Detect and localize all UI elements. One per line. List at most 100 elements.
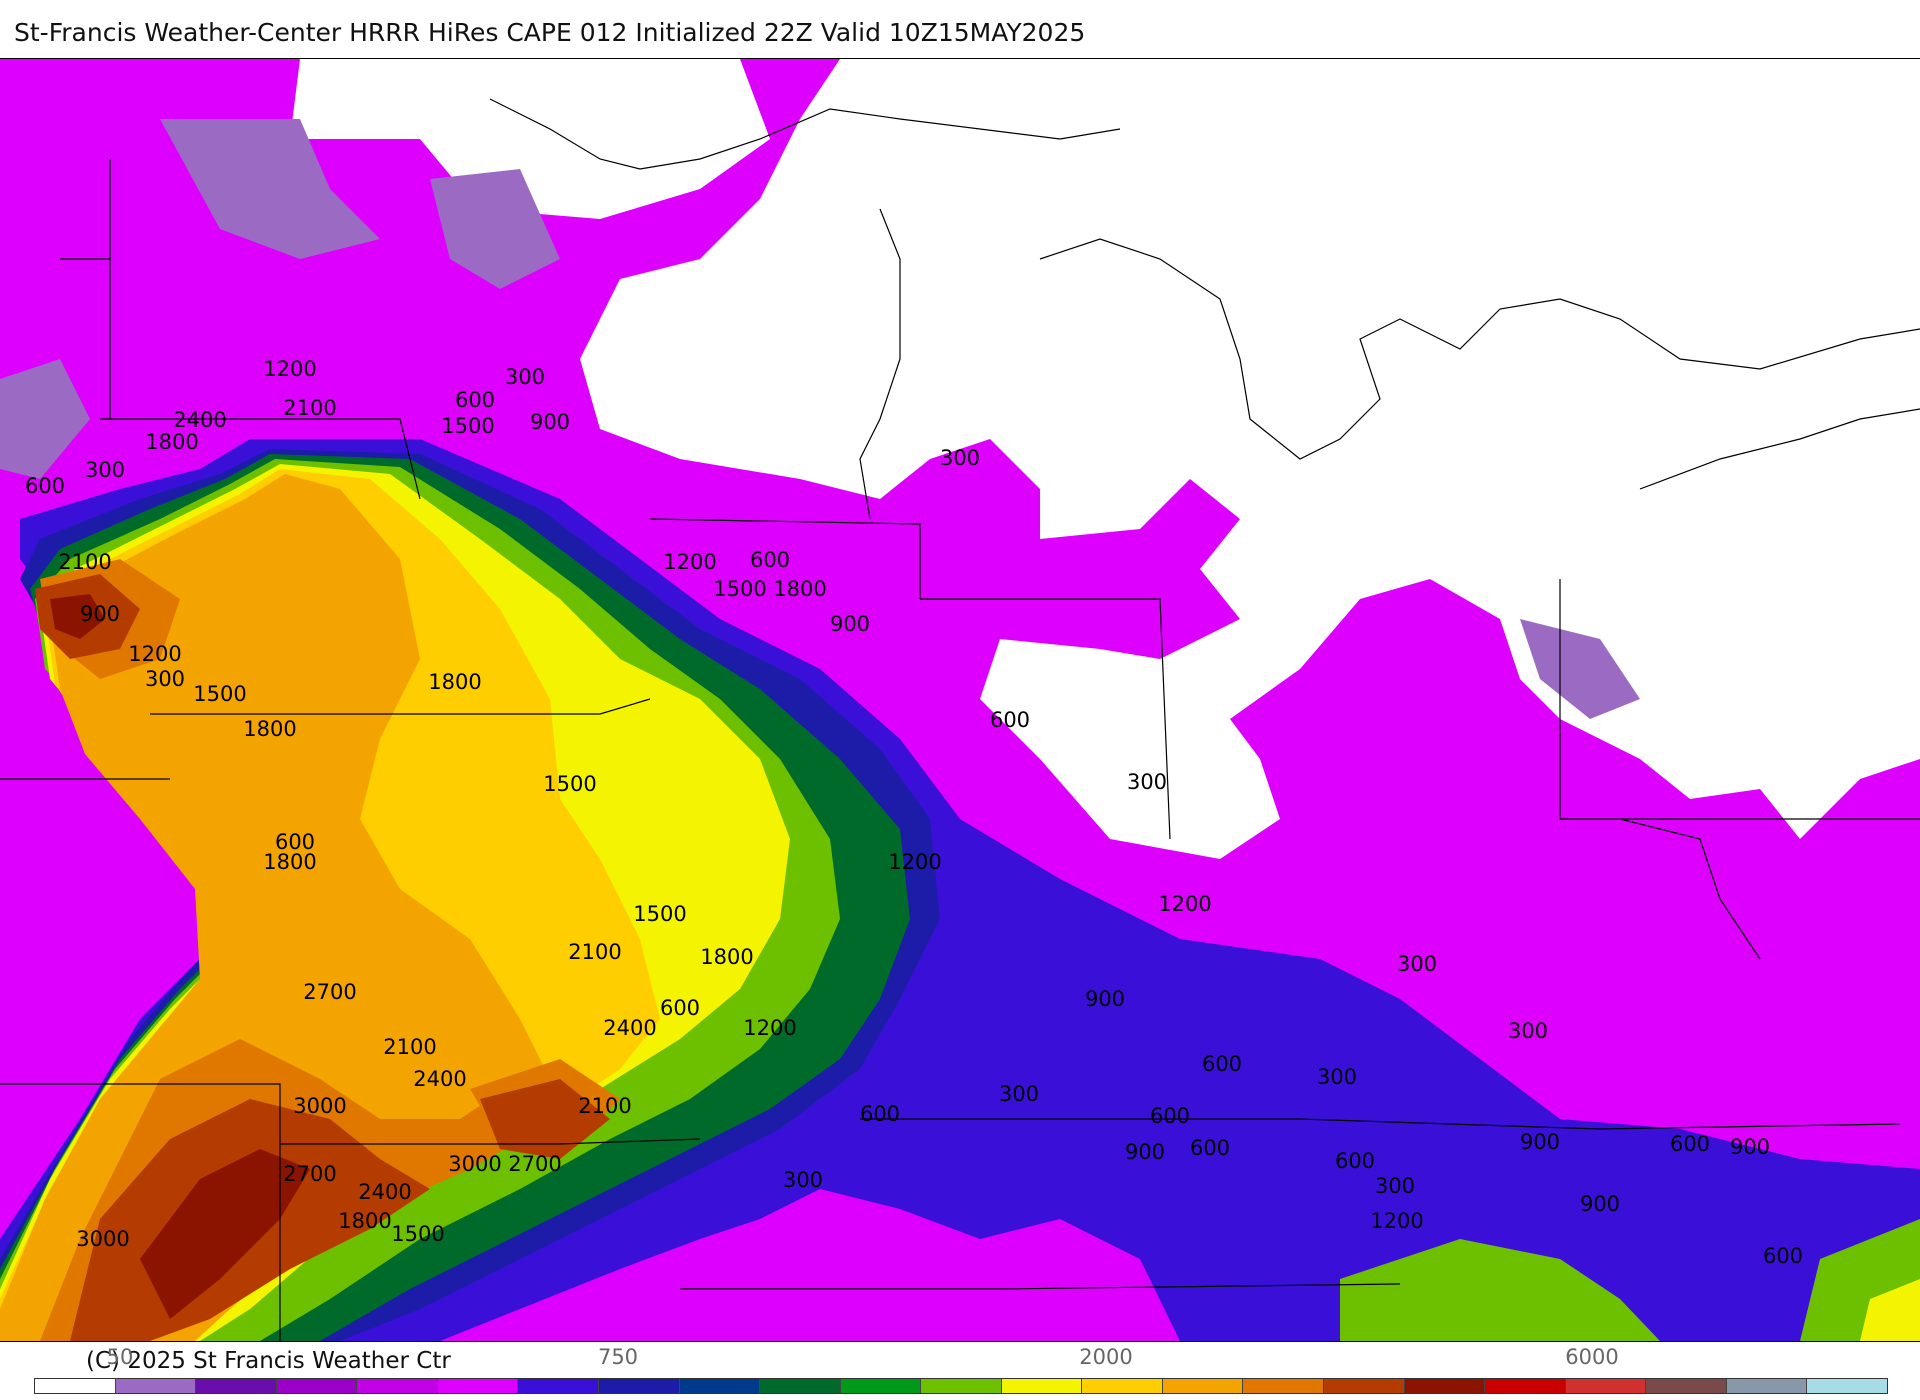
contour-label: 1500 xyxy=(391,1222,444,1246)
contour-label: 600 xyxy=(1335,1149,1375,1173)
colorbar-swatch xyxy=(1404,1379,1486,1393)
colorbar-tick-label: 50 xyxy=(106,1345,134,1369)
contour-label: 1200 xyxy=(888,850,941,874)
colorbar-swatch xyxy=(598,1379,680,1393)
contour-label: 600 xyxy=(1763,1244,1803,1268)
contour-label: 2100 xyxy=(578,1094,631,1118)
colorbar-tick-label: 6000 xyxy=(1565,1345,1619,1369)
contour-label: 300 xyxy=(505,365,545,389)
contour-label: 1500 xyxy=(441,414,494,438)
contour-label: 900 xyxy=(1520,1130,1560,1154)
contour-label: 300 xyxy=(999,1082,1039,1106)
contour-label: 300 xyxy=(1375,1174,1415,1198)
contour-label: 900 xyxy=(1580,1192,1620,1216)
contour-label: 3000 xyxy=(293,1094,346,1118)
contour-label: 2400 xyxy=(603,1016,656,1040)
contour-label: 900 xyxy=(530,410,570,434)
contour-label: 1200 xyxy=(1158,892,1211,916)
cape-colorbar xyxy=(34,1378,1888,1394)
colorbar-swatch xyxy=(276,1379,358,1393)
contour-label: 2400 xyxy=(358,1180,411,1204)
contour-label: 300 xyxy=(85,458,125,482)
colorbar-swatch xyxy=(840,1379,922,1393)
boundary-lines xyxy=(0,98,1920,1341)
contour-label: 300 xyxy=(1508,1019,1548,1043)
contour-label: 300 xyxy=(1397,952,1437,976)
contour-label: 300 xyxy=(783,1168,823,1192)
colorbar-swatch xyxy=(35,1379,116,1393)
contour-label: 2400 xyxy=(173,408,226,432)
contour-label: 600 xyxy=(25,474,65,498)
contour-label: 300 xyxy=(940,446,980,470)
contour-label: 600 xyxy=(660,996,700,1020)
contour-label: 600 xyxy=(1150,1104,1190,1128)
colorbar-swatch xyxy=(1162,1379,1244,1393)
colorbar-swatch xyxy=(437,1379,519,1393)
contour-label: 1800 xyxy=(428,670,481,694)
contour-label: 600 xyxy=(860,1102,900,1126)
contour-label: 600 xyxy=(1190,1136,1230,1160)
colorbar-tick-label: 750 xyxy=(597,1345,639,1369)
contour-label: 2700 xyxy=(283,1162,336,1186)
contour-label: 1500 xyxy=(633,902,686,926)
cape-field-east-yellow xyxy=(1860,1279,1920,1341)
cape-field-brown xyxy=(35,574,610,1341)
contour-label: 2700 xyxy=(303,980,356,1004)
colorbar-swatch xyxy=(1807,1379,1887,1393)
contour-label: 300 xyxy=(1127,770,1167,794)
contour-label: 1500 xyxy=(193,682,246,706)
contour-label: 2700 xyxy=(508,1152,561,1176)
colorbar-swatch xyxy=(679,1379,761,1393)
contour-label: 2100 xyxy=(58,550,111,574)
map-title: St-Francis Weather-Center HRRR HiRes CAP… xyxy=(14,18,1086,47)
contour-label: 2100 xyxy=(383,1035,436,1059)
contour-label: 1800 xyxy=(700,945,753,969)
contour-label: 600 xyxy=(455,388,495,412)
contour-label: 1200 xyxy=(663,550,716,574)
contour-label: 600 xyxy=(275,830,315,854)
colorbar-swatch xyxy=(1646,1379,1727,1393)
colorbar-swatch xyxy=(196,1379,277,1393)
colorbar-swatch xyxy=(1565,1379,1647,1393)
contour-label: 600 xyxy=(1202,1052,1242,1076)
colorbar-swatch xyxy=(1485,1379,1566,1393)
contour-label: 1200 xyxy=(128,642,181,666)
contour-label: 900 xyxy=(1730,1135,1770,1159)
colorbar-swatch xyxy=(1001,1379,1083,1393)
cape-field-east-green xyxy=(1340,1219,1920,1341)
contour-label: 600 xyxy=(990,708,1030,732)
contour-label: 1800 xyxy=(145,430,198,454)
contour-label: 1800 xyxy=(243,717,296,741)
cape-map: 1200 300 600 2400 2100 300 1800 1500 900 600 2100 1… xyxy=(0,58,1920,1342)
contour-label: 2100 xyxy=(283,396,336,420)
contour-label: 2100 xyxy=(568,940,621,964)
contour-label: 1800 xyxy=(338,1209,391,1233)
contour-label: 1800 xyxy=(773,577,826,601)
copyright-notice: (C) 2025 St Francis Weather Ctr xyxy=(86,1348,451,1374)
contour-label: 900 xyxy=(80,602,120,626)
contour-label: 300 xyxy=(145,667,185,691)
contour-label: 3000 xyxy=(448,1152,501,1176)
contour-label: 1200 xyxy=(263,357,316,381)
contour-label: 1200 xyxy=(743,1016,796,1040)
contour-label: 600 xyxy=(1670,1132,1710,1156)
contour-label: 900 xyxy=(1125,1140,1165,1164)
colorbar-swatch xyxy=(1082,1379,1163,1393)
colorbar-swatch xyxy=(357,1379,438,1393)
contour-label: 600 xyxy=(750,548,790,572)
colorbar-swatch xyxy=(760,1379,841,1393)
colorbar-tick-label: 2000 xyxy=(1079,1345,1133,1369)
contour-label: 2400 xyxy=(413,1067,466,1091)
colorbar-swatch xyxy=(1243,1379,1324,1393)
contour-label: 300 xyxy=(1317,1065,1357,1089)
colorbar-swatch xyxy=(921,1379,1002,1393)
contour-label: 1500 xyxy=(713,577,766,601)
contour-label: 3000 xyxy=(76,1227,129,1251)
contour-label: 1800 xyxy=(263,850,316,874)
colorbar-swatch xyxy=(518,1379,599,1393)
contour-label: 900 xyxy=(830,612,870,636)
contour-label: 1200 xyxy=(1370,1209,1423,1233)
colorbar-swatch xyxy=(115,1379,197,1393)
